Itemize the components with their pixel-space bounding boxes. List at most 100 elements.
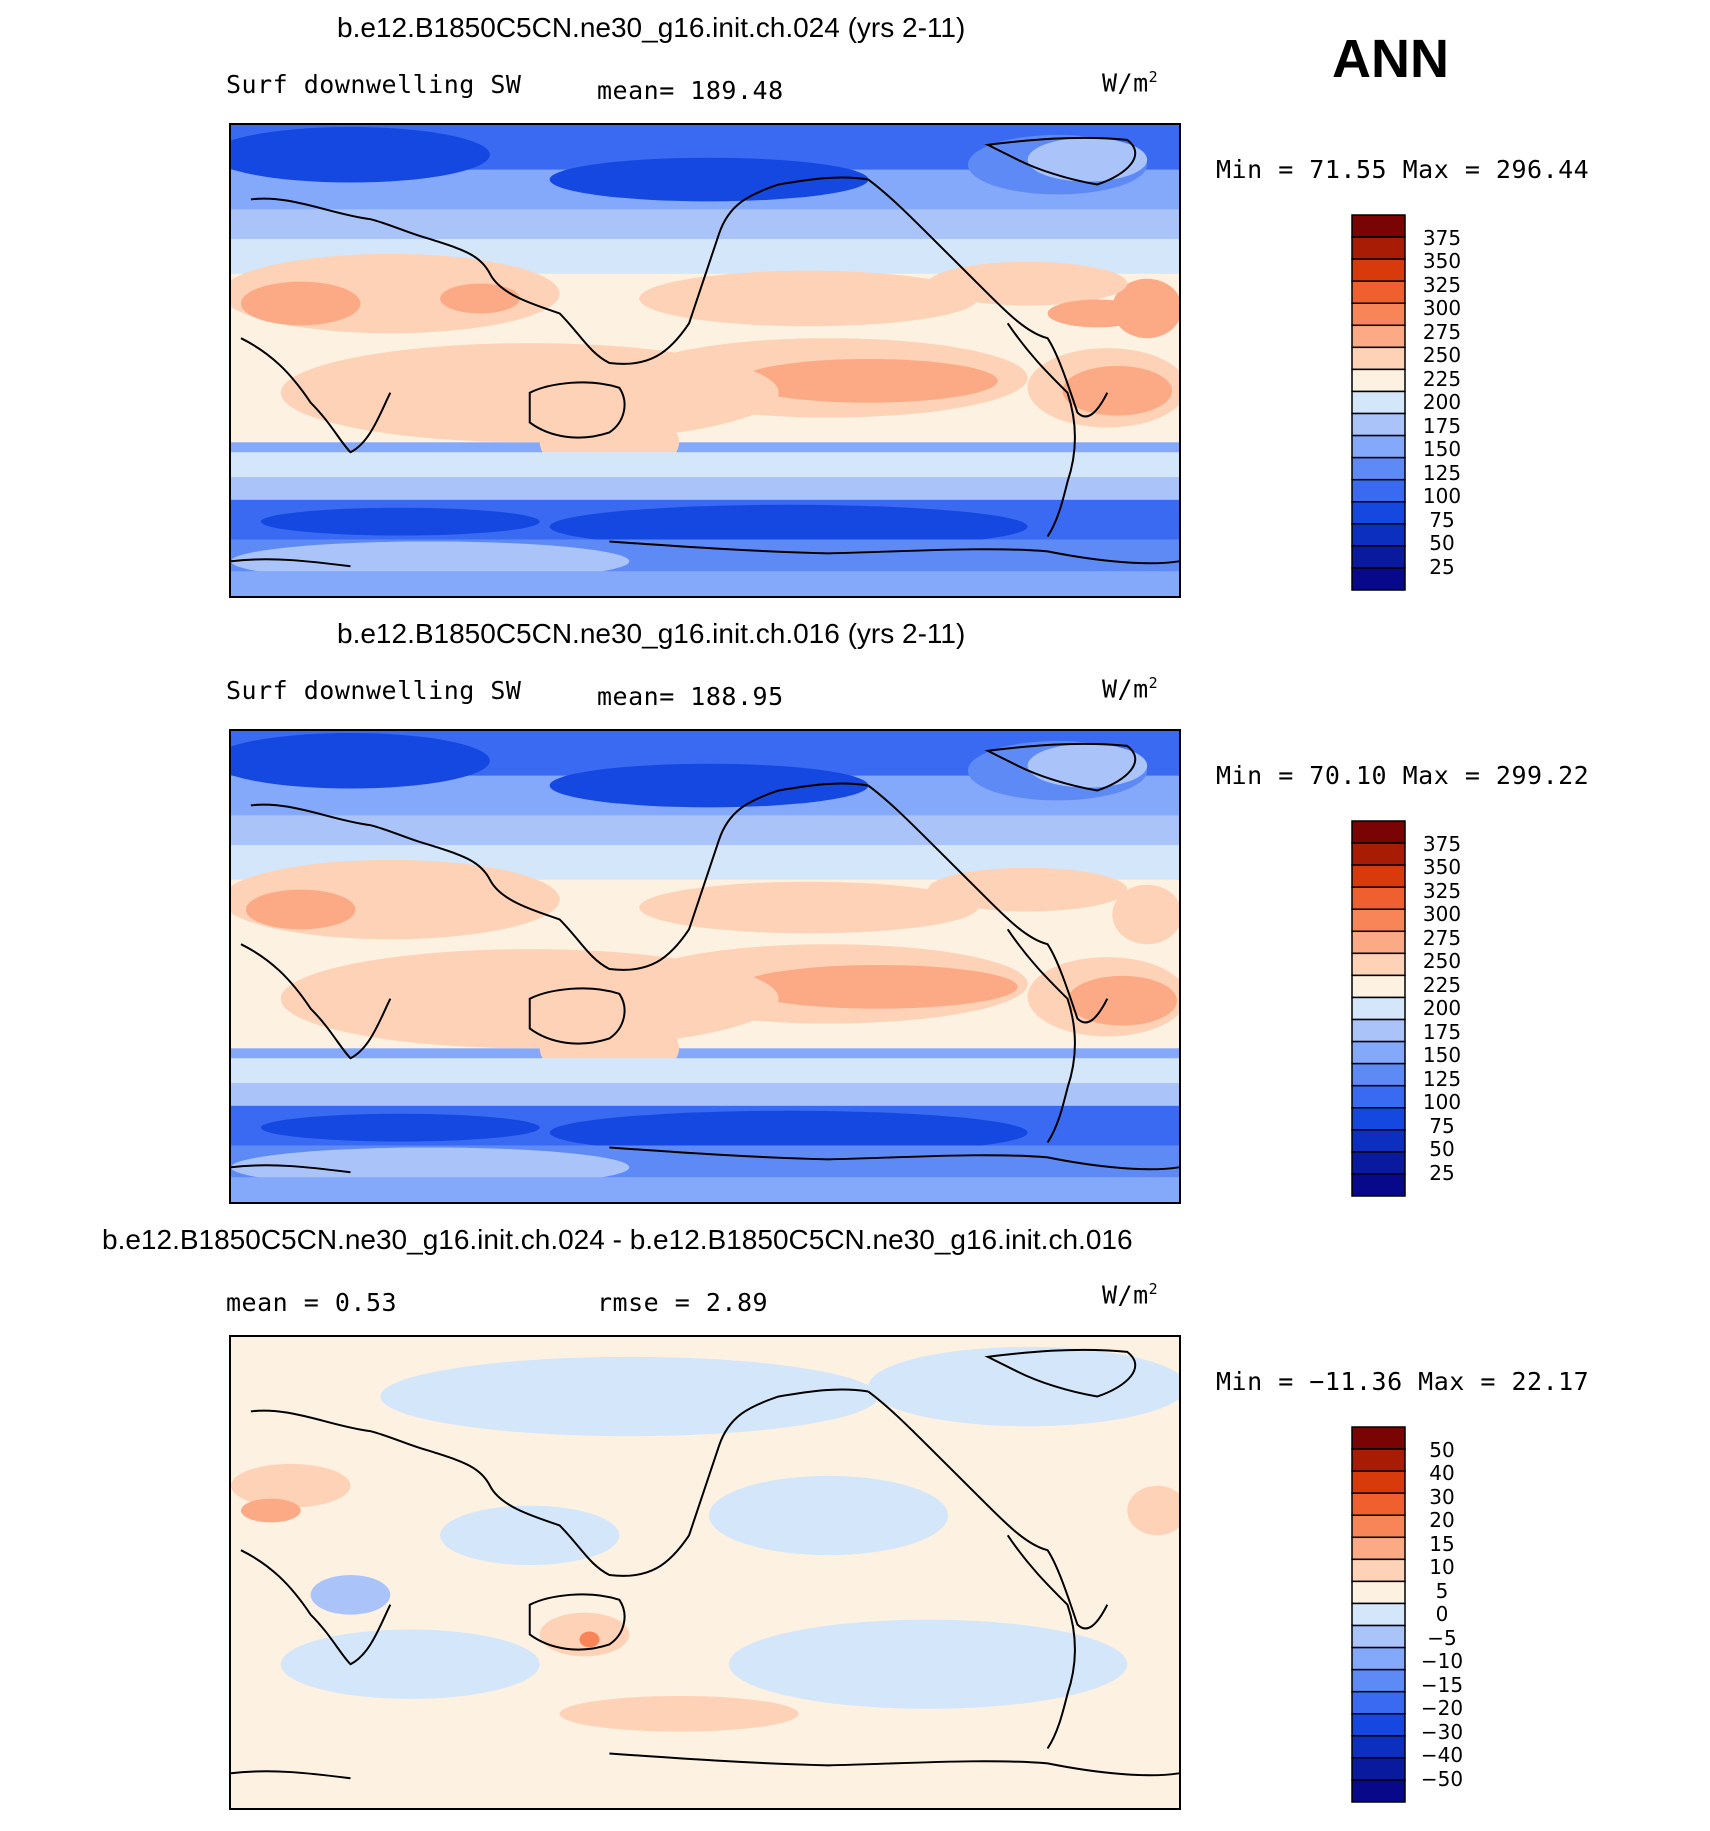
colorbar-swatch <box>1351 1646 1406 1671</box>
colorbar-swatch <box>1351 501 1406 525</box>
cbar-label: 250 <box>1422 949 1462 973</box>
panel3-rmse-label: rmse = 2.89 <box>597 1288 769 1317</box>
colorbar-swatch <box>1351 1107 1406 1131</box>
panel3-mean-label: mean = 0.53 <box>226 1288 398 1317</box>
panel1-map <box>229 123 1181 598</box>
cbar-label: 325 <box>1422 879 1462 903</box>
cbar-label: 225 <box>1422 973 1462 997</box>
cbar-label: 50 <box>1429 531 1455 555</box>
panel3-units: W/m2 <box>1102 1280 1159 1310</box>
season-label: ANN <box>1332 29 1449 89</box>
colorbar-swatch <box>1351 1084 1406 1109</box>
cbar-label: 275 <box>1422 320 1462 344</box>
panel1-colorbar <box>1351 214 1406 591</box>
colorbar-swatch <box>1351 908 1406 933</box>
cbar-label: 15 <box>1429 1532 1455 1556</box>
cbar-label: 30 <box>1429 1485 1455 1509</box>
panel1-variable-label: Surf downwelling SW <box>226 70 522 99</box>
colorbar-swatch <box>1351 434 1406 459</box>
colorbar-swatch <box>1351 523 1406 547</box>
cbar-label: 150 <box>1422 437 1462 461</box>
cbar-label: −50 <box>1420 1767 1464 1791</box>
colorbar-swatch <box>1351 390 1406 415</box>
panel2-colorbar-swatches <box>1351 820 1406 1197</box>
panel3-title: b.e12.B1850C5CN.ne30_g16.init.ch.024 - b… <box>102 1224 1133 1255</box>
colorbar-swatch <box>1351 1735 1406 1759</box>
panel3-minmax: Min = −11.36 Max = 22.17 <box>1216 1367 1590 1396</box>
colorbar-swatch <box>1351 886 1406 910</box>
cbar-label: 300 <box>1422 296 1462 320</box>
cbar-label: 50 <box>1429 1137 1455 1161</box>
cbar-label: 350 <box>1422 249 1462 273</box>
colorbar-swatch <box>1351 1580 1406 1605</box>
colorbar-swatch <box>1351 1514 1406 1539</box>
panel1-minmax: Min = 71.55 Max = 296.44 <box>1216 155 1590 184</box>
cbar-label: 250 <box>1422 343 1462 367</box>
cbar-label: 300 <box>1422 902 1462 926</box>
cbar-label: 275 <box>1422 926 1462 950</box>
cbar-label: −20 <box>1420 1696 1464 1720</box>
colorbar-swatch <box>1351 302 1406 327</box>
cbar-label: 150 <box>1422 1043 1462 1067</box>
cbar-label: 200 <box>1422 390 1462 414</box>
cbar-label: 75 <box>1429 1114 1455 1138</box>
colorbar-swatch <box>1351 1558 1406 1583</box>
colorbar-swatch <box>1351 214 1406 238</box>
cbar-label: 20 <box>1429 1508 1455 1532</box>
colorbar-swatch <box>1351 346 1406 371</box>
panel2-units: W/m2 <box>1102 674 1159 704</box>
panel3-map <box>229 1335 1181 1810</box>
cbar-label: 100 <box>1422 1090 1462 1114</box>
cbar-label: 175 <box>1422 1020 1462 1044</box>
cbar-label: 375 <box>1422 832 1462 856</box>
panel3-colorbar <box>1351 1426 1406 1803</box>
colorbar-swatch <box>1351 236 1406 260</box>
colorbar-swatch <box>1351 258 1406 282</box>
cbar-label: 325 <box>1422 273 1462 297</box>
panel2-map <box>229 729 1181 1204</box>
colorbar-swatch <box>1351 280 1406 304</box>
colorbar-swatch <box>1351 1668 1406 1693</box>
colorbar-swatch <box>1351 864 1406 888</box>
cbar-label: 40 <box>1429 1461 1455 1485</box>
panel2-variable-label: Surf downwelling SW <box>226 676 522 705</box>
cbar-label: 175 <box>1422 414 1462 438</box>
panel2-minmax: Min = 70.10 Max = 299.22 <box>1216 761 1590 790</box>
cbar-label: 125 <box>1422 1067 1462 1091</box>
panel1-colorbar-swatches <box>1351 214 1406 591</box>
panel2-title: b.e12.B1850C5CN.ne30_g16.init.ch.016 (yr… <box>337 618 966 649</box>
colorbar-swatch <box>1351 820 1406 844</box>
cbar-label: 0 <box>1435 1602 1449 1626</box>
cbar-label: 25 <box>1429 1161 1455 1185</box>
panel1-units: W/m2 <box>1102 68 1159 98</box>
colorbar-swatch <box>1351 567 1406 591</box>
colorbar-swatch <box>1351 1129 1406 1153</box>
colorbar-swatch <box>1351 1690 1406 1715</box>
colorbar-swatch <box>1351 1536 1406 1561</box>
panel2-colorbar <box>1351 820 1406 1197</box>
colorbar-swatch <box>1351 996 1406 1021</box>
cbar-label: 100 <box>1422 484 1462 508</box>
colorbar-swatch <box>1351 412 1406 437</box>
colorbar-swatch <box>1351 1779 1406 1803</box>
colorbar-swatch <box>1351 324 1406 349</box>
colorbar-swatch <box>1351 1713 1406 1737</box>
colorbar-swatch <box>1351 1492 1406 1516</box>
colorbar-swatch <box>1351 545 1406 569</box>
cbar-label: −15 <box>1420 1673 1464 1697</box>
colorbar-swatch <box>1351 1018 1406 1043</box>
panel2-mean-label: mean= 188.95 <box>597 682 784 711</box>
cbar-label: 225 <box>1422 367 1462 391</box>
cbar-label: 350 <box>1422 855 1462 879</box>
cbar-label: 10 <box>1429 1555 1455 1579</box>
panel1-title: b.e12.B1850C5CN.ne30_g16.init.ch.024 (yr… <box>337 12 966 43</box>
colorbar-swatch <box>1351 974 1406 999</box>
colorbar-swatch <box>1351 952 1406 977</box>
cbar-label: 5 <box>1435 1579 1449 1603</box>
cbar-label: 125 <box>1422 461 1462 485</box>
cbar-label: 50 <box>1429 1438 1455 1462</box>
colorbar-swatch <box>1351 930 1406 955</box>
colorbar-swatch <box>1351 1173 1406 1197</box>
colorbar-swatch <box>1351 1062 1406 1087</box>
colorbar-swatch <box>1351 478 1406 503</box>
